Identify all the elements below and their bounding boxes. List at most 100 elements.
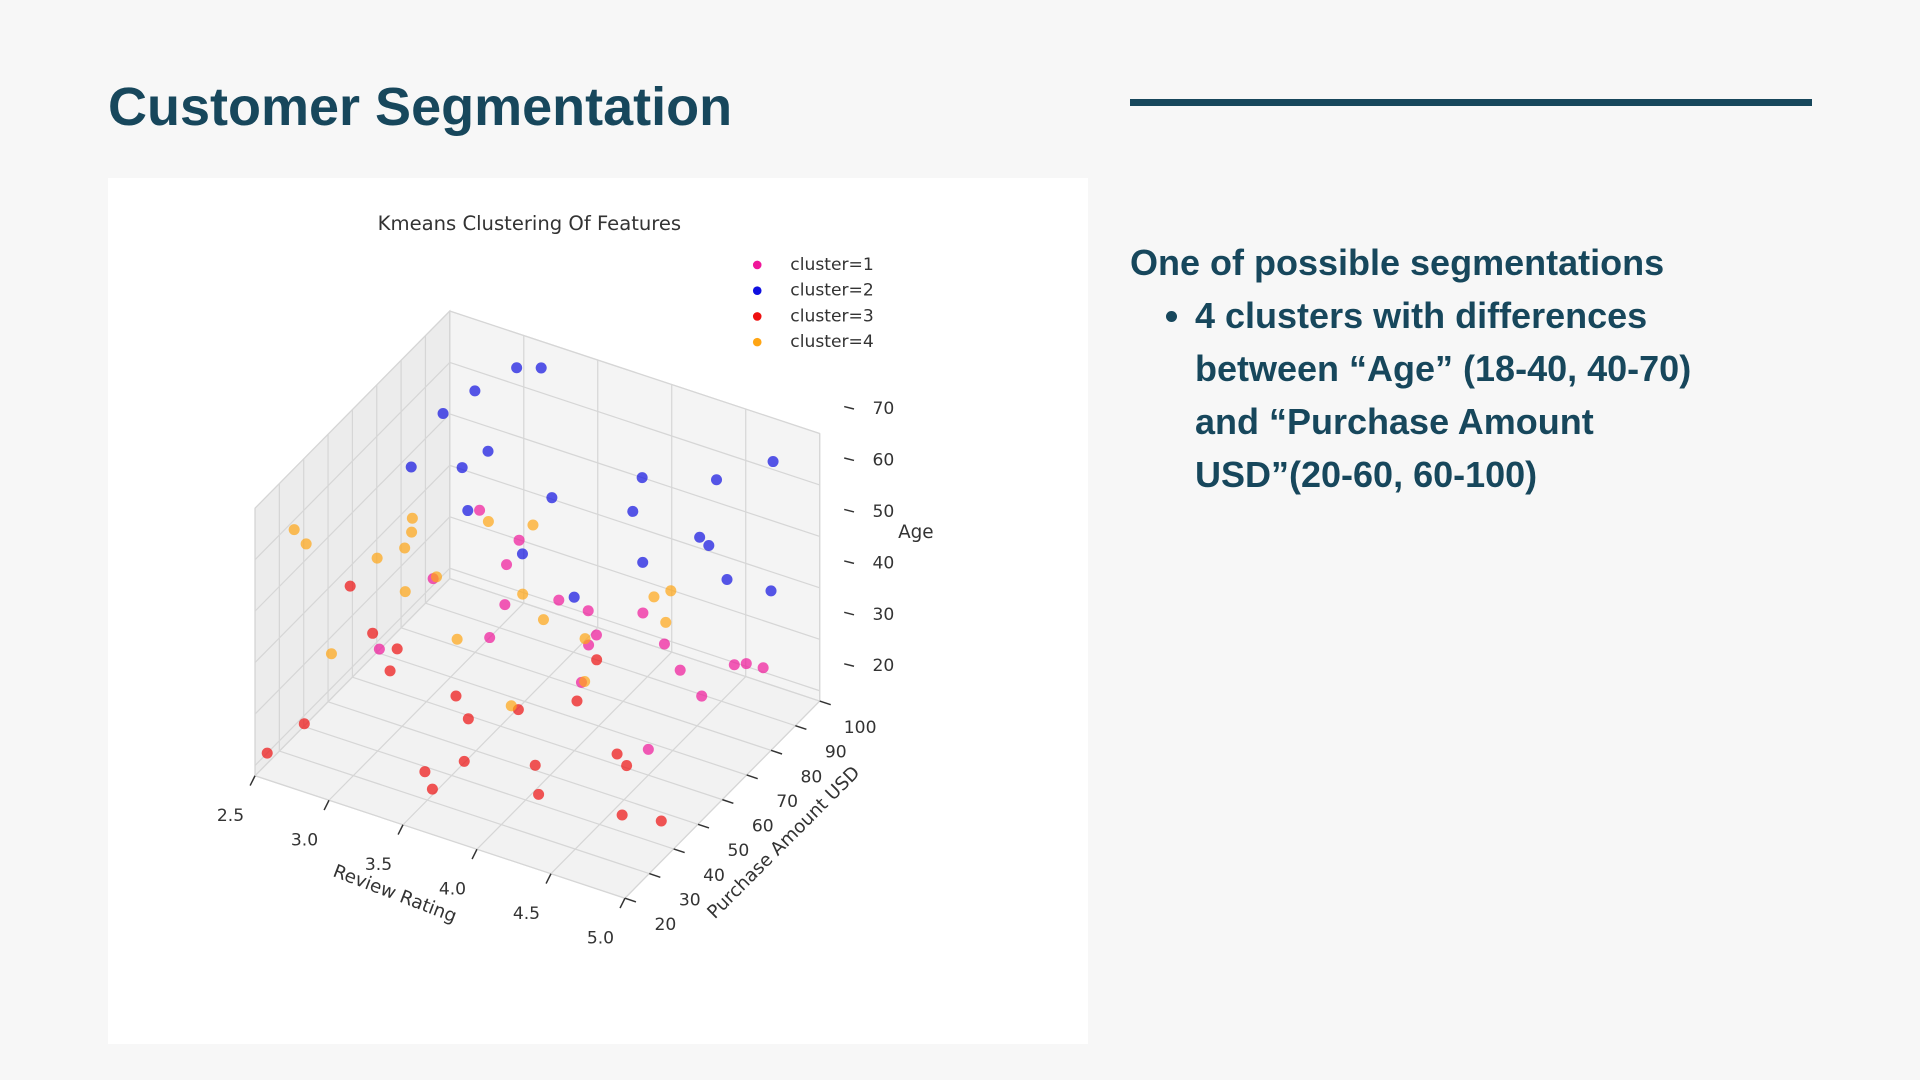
title-rule [1130,99,1812,106]
data-point [298,718,310,730]
legend-label: cluster=3 [790,306,873,326]
y-tick-label: 80 [801,767,823,787]
x-tick-label: 4.5 [513,904,540,924]
tick-mark [795,724,807,731]
data-point [621,760,633,772]
data-point [451,633,463,645]
z-tick-label: 70 [873,399,895,419]
z-tick-label: 60 [873,450,895,470]
y-tick-label: 90 [825,743,847,763]
data-point [419,766,431,778]
data-point [767,456,779,468]
data-point [740,658,752,670]
grid-line [254,775,626,899]
tick-mark [249,775,256,786]
legend-marker [752,260,762,270]
grid-line [279,750,650,875]
data-point [371,552,383,564]
x-tick-label: 3.5 [365,855,392,875]
data-point [499,599,511,611]
y-tick-label: 100 [844,718,877,738]
data-point [568,591,580,603]
data-point [703,540,715,552]
data-point [344,580,356,592]
data-point [611,748,623,760]
data-point [456,462,468,474]
z-axis-label: Age [898,522,934,543]
grid-line [303,725,674,850]
grid-line [254,310,451,509]
data-point [655,815,667,827]
z-tick-label: 30 [873,605,895,625]
data-point [627,505,639,517]
x-tick-label: 3.0 [291,831,318,851]
data-point [373,643,385,655]
tick-mark [844,663,855,667]
tick-mark [770,749,783,755]
y-tick-label: 40 [703,866,725,886]
data-point [384,665,396,677]
data-point [516,548,528,560]
tick-mark [844,508,855,513]
tick-mark [844,457,855,462]
data-point [405,461,417,473]
data-point [591,654,603,666]
tick-mark [844,405,855,410]
bullet: 4 clusters with differences between “Age… [1195,289,1755,501]
data-point [582,605,594,617]
data-point [517,588,529,600]
bullet-list: 4 clusters with differences between “Age… [1130,289,1755,501]
grid-line [425,602,796,727]
tick-mark [722,798,734,805]
axes-panes [253,309,821,899]
data-point [674,664,686,676]
data-point [571,695,583,707]
y-tick-label: 30 [679,891,701,911]
grid-line [254,464,451,663]
data-point [527,519,539,531]
data-point [288,524,300,536]
chart-image: Kmeans Clustering Of Features Age Review… [108,178,1088,1044]
x-tick-label: 5.0 [587,929,614,949]
data-point [535,362,547,374]
slide-title: Customer Segmentation [108,77,733,137]
grid-line [327,701,699,825]
data-point [406,526,418,538]
tick-mark [471,848,478,860]
tick-mark [673,848,685,854]
data-point [637,556,649,568]
legend-marker [752,337,762,347]
data-point [616,809,628,821]
y-tick-label: 50 [728,841,750,861]
z-tick-label: 20 [873,656,895,676]
tick-mark [545,873,552,884]
grid-line [400,627,772,751]
data-point [406,512,418,524]
y-tick-label: 60 [752,817,774,837]
data-point [728,659,740,671]
data-point [399,586,411,598]
z-tick-label: 50 [873,502,895,522]
data-point [537,614,549,626]
z-tick-label: 40 [873,553,895,573]
data-point [482,515,494,528]
data-point [462,505,474,517]
grid-line [449,516,820,640]
grid-line [254,567,451,766]
data-point [511,362,523,374]
data-point [462,713,474,725]
grid-line [449,567,820,692]
data-point [533,788,545,800]
data-point [450,690,462,702]
grid-line [449,464,820,589]
legend-marker [752,286,762,295]
grid-line [254,413,451,612]
data-point [694,531,706,543]
grid-line [449,361,820,486]
x-tick-label: 2.5 [217,806,244,826]
data-point [721,574,733,586]
y-tick-label: 70 [776,792,798,812]
grid-line [254,362,451,561]
data-point [710,474,723,486]
